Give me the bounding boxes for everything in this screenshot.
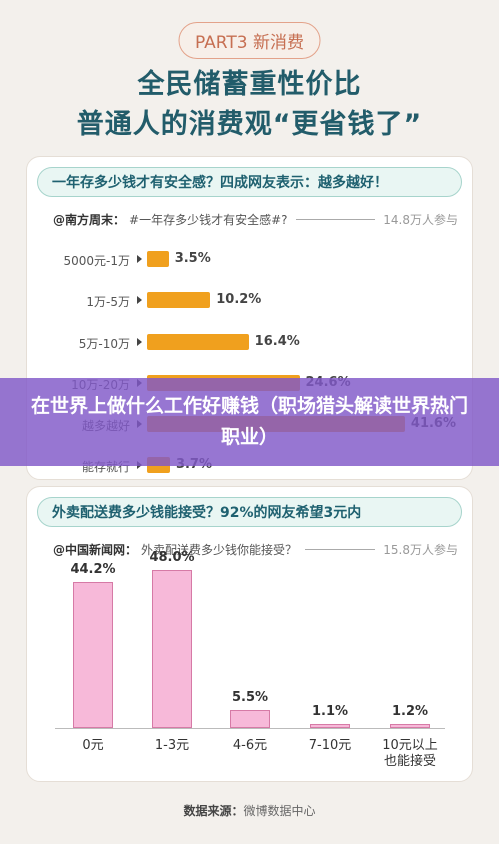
delivery-bar bbox=[390, 724, 430, 728]
savings-bar-row: 5000元-1万 3.5% bbox=[27, 249, 472, 271]
delivery-bar-value: 5.5% bbox=[231, 689, 269, 705]
savings-bar-value: 16.4% bbox=[254, 334, 300, 349]
divider-line bbox=[305, 549, 376, 550]
savings-bar-value: 10.2% bbox=[216, 292, 262, 307]
savings-question: #一年存多少钱才有安全感#? bbox=[129, 213, 288, 227]
savings-bar-row: 1万-5万 10.2% bbox=[27, 290, 472, 312]
delivery-source-row: @中国新闻网： 外卖配送费多少钱你能接受？ 15.8万人参与 bbox=[53, 541, 458, 558]
triangle-right-icon bbox=[137, 255, 142, 263]
delivery-bar-value: 48.0% bbox=[149, 549, 195, 565]
page-title-line2: 普通人的消费观“更省钱了” bbox=[76, 109, 423, 140]
savings-category-label: 5000元-1万 bbox=[63, 254, 130, 268]
triangle-right-icon bbox=[137, 338, 142, 346]
delivery-bar bbox=[230, 709, 270, 728]
delivery-bar-value: 44.2% bbox=[70, 562, 116, 578]
savings-bar-value: 3.5% bbox=[174, 251, 211, 266]
savings-source-row: @南方周末： #一年存多少钱才有安全感#? 14.8万人参与 bbox=[53, 211, 458, 228]
footer-label: 数据来源： bbox=[183, 804, 244, 818]
savings-category-label: 1万-5万 bbox=[86, 295, 130, 309]
delivery-source: @中国新闻网： bbox=[53, 543, 138, 557]
savings-heading: 一年存多少钱才有安全感？四成网友表示：越多越好！ bbox=[37, 167, 462, 197]
delivery-bar bbox=[73, 582, 113, 728]
delivery-category-label: 7-10元 bbox=[308, 738, 352, 753]
part-badge: PART3 新消费 bbox=[178, 22, 321, 59]
divider-line bbox=[295, 219, 376, 220]
savings-source: @南方周末： bbox=[53, 213, 126, 227]
delivery-bar bbox=[152, 569, 192, 728]
savings-bar bbox=[147, 334, 249, 350]
overlay-banner[interactable]: 在世界上做什么工作好赚钱（职场猎头解读世界热门职业） bbox=[0, 378, 499, 466]
x-axis-line bbox=[55, 728, 445, 729]
delivery-heading: 外卖配送费多少钱能接受？92%的网友希望3元内 bbox=[37, 497, 462, 527]
delivery-category-label: 10元以上 也能接受 bbox=[382, 738, 438, 769]
triangle-right-icon bbox=[137, 296, 142, 304]
savings-participants: 14.8万人参与 bbox=[383, 213, 458, 227]
delivery-category-label: 0元 bbox=[82, 738, 104, 753]
delivery-bar-value: 1.2% bbox=[391, 704, 429, 720]
overlay-title[interactable]: 在世界上做什么工作好赚钱（职场猎头解读世界热门职业） bbox=[30, 395, 468, 448]
delivery-bar-value: 1.1% bbox=[311, 704, 349, 720]
page-title-line1: 全民储蓄重性价比 bbox=[137, 69, 362, 100]
footer-source: 微博数据中心 bbox=[243, 804, 316, 818]
delivery-question: 外卖配送费多少钱你能接受？ bbox=[141, 543, 298, 557]
savings-bar bbox=[147, 251, 169, 267]
savings-bar-row: 5万-10万 16.4% bbox=[27, 332, 472, 354]
footer: 数据来源：微博数据中心 bbox=[0, 802, 499, 819]
savings-bar bbox=[147, 292, 211, 308]
delivery-card: 外卖配送费多少钱能接受？92%的网友希望3元内 @中国新闻网： 外卖配送费多少钱… bbox=[26, 486, 473, 782]
delivery-bar bbox=[310, 724, 350, 728]
delivery-category-label: 1-3元 bbox=[154, 738, 190, 753]
savings-category-label: 5万-10万 bbox=[78, 337, 130, 351]
delivery-category-label: 4-6元 bbox=[232, 738, 268, 753]
delivery-participants: 15.8万人参与 bbox=[383, 543, 458, 557]
